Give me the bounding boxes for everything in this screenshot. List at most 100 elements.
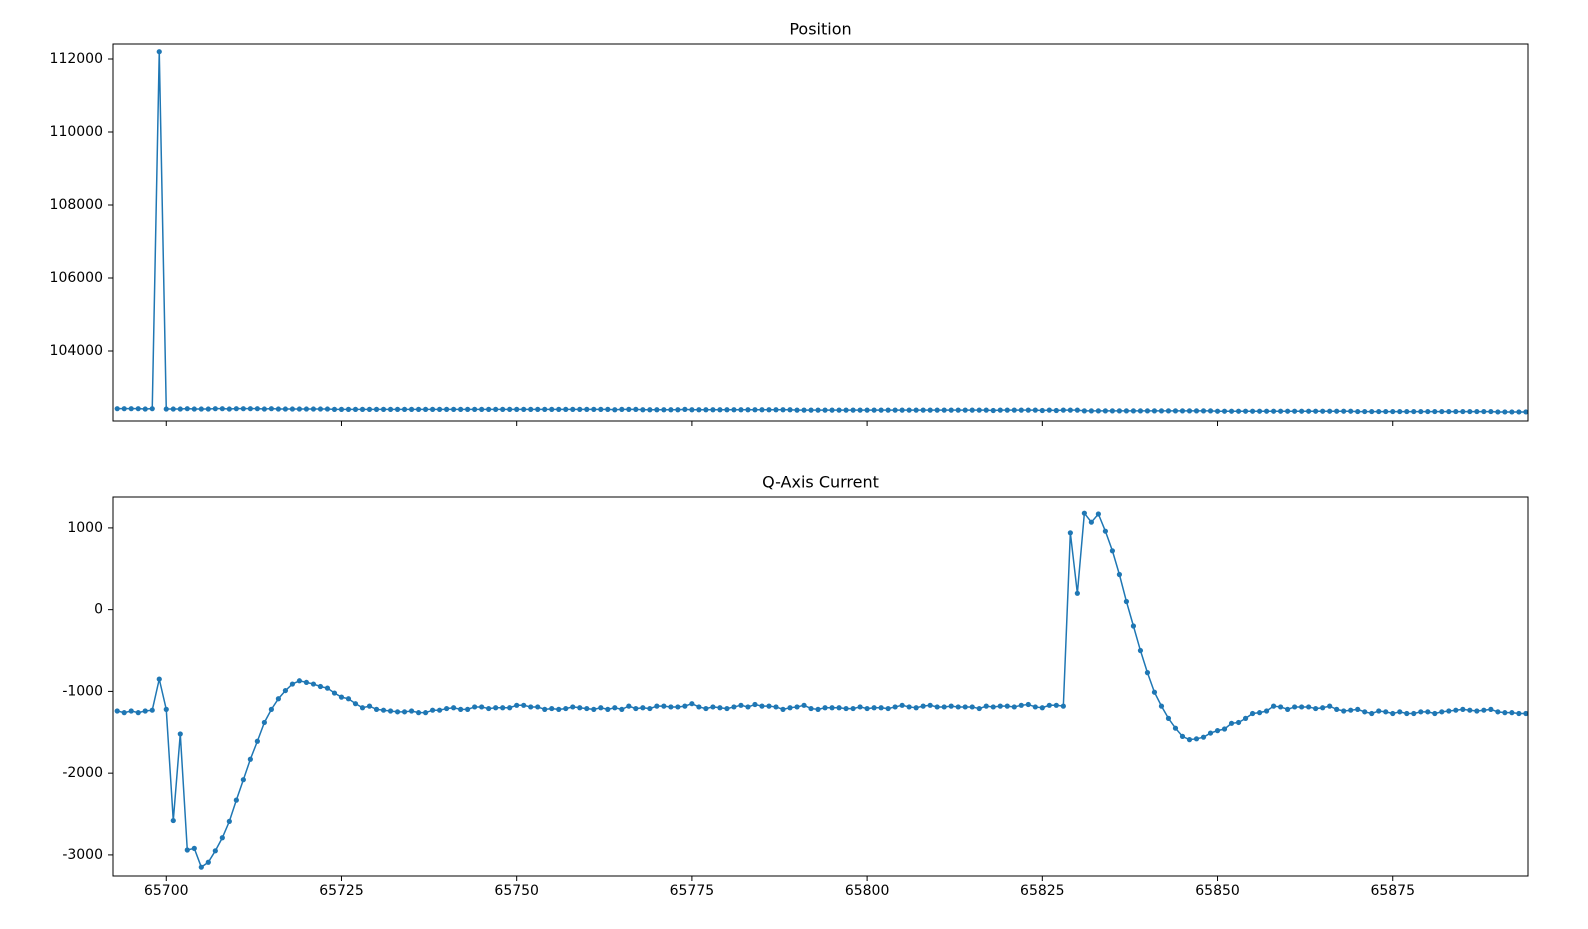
data-point — [703, 407, 709, 413]
data-point — [878, 705, 884, 711]
x-tick-label: 65725 — [319, 883, 364, 899]
data-point — [780, 407, 786, 413]
data-point — [892, 407, 898, 413]
data-point — [156, 676, 162, 682]
data-point — [500, 705, 506, 711]
data-point — [1446, 708, 1452, 714]
data-point — [331, 406, 338, 412]
y-tick-label: -3000 — [62, 847, 103, 863]
data-point — [682, 406, 688, 412]
data-point — [612, 407, 618, 413]
data-point — [584, 705, 590, 712]
data-point — [1453, 707, 1459, 713]
data-point — [871, 407, 877, 413]
data-point — [927, 407, 933, 413]
data-point — [366, 703, 373, 709]
data-point — [479, 406, 485, 412]
data-point — [766, 703, 772, 709]
data-point — [458, 406, 464, 412]
data-point — [1523, 409, 1528, 415]
data-point — [268, 706, 274, 712]
data-point — [436, 707, 443, 713]
data-point — [338, 406, 345, 412]
data-point — [1334, 408, 1340, 414]
data-point — [1432, 710, 1438, 717]
data-point — [598, 705, 604, 711]
data-point — [1235, 719, 1242, 726]
data-point — [121, 710, 127, 716]
data-point — [479, 704, 485, 710]
data-point — [1186, 408, 1193, 414]
data-point — [1502, 409, 1508, 415]
data-point — [1053, 702, 1059, 708]
data-point — [1011, 407, 1017, 413]
data-point — [955, 407, 961, 413]
data-point — [696, 704, 702, 710]
data-point — [1039, 705, 1045, 711]
data-point — [219, 406, 225, 412]
data-point — [1004, 407, 1010, 413]
data-point — [170, 406, 176, 412]
data-point — [1397, 709, 1403, 715]
data-point — [731, 704, 737, 710]
data-point — [934, 407, 940, 413]
data-point — [247, 406, 253, 412]
data-point — [1516, 710, 1522, 717]
data-point — [906, 704, 912, 710]
data-point — [605, 706, 611, 712]
data-point — [472, 406, 478, 412]
data-point — [1214, 728, 1221, 734]
data-point — [1214, 408, 1221, 414]
data-point — [675, 704, 681, 710]
data-point — [990, 704, 996, 710]
data-point — [871, 705, 877, 711]
data-point — [1144, 408, 1151, 414]
data-point — [1242, 715, 1249, 721]
data-point — [822, 407, 828, 413]
data-point — [521, 406, 527, 412]
data-point — [808, 705, 814, 712]
data-point — [1263, 408, 1270, 414]
data-point — [135, 710, 141, 716]
data-point — [815, 706, 821, 712]
data-point — [1151, 408, 1158, 414]
data-point — [1039, 407, 1045, 414]
data-point — [885, 705, 891, 712]
data-point — [976, 705, 982, 712]
x-tick-label: 65850 — [1195, 883, 1240, 899]
data-point — [794, 407, 800, 413]
data-point — [1285, 408, 1291, 414]
data-point — [1439, 709, 1445, 715]
y-tick-label: 112000 — [50, 51, 103, 67]
data-point — [1369, 408, 1375, 415]
data-point — [724, 705, 730, 712]
data-point — [878, 407, 884, 413]
data-point — [345, 406, 352, 412]
data-point — [1495, 409, 1501, 415]
data-point — [1207, 408, 1214, 414]
data-point — [1158, 408, 1165, 414]
data-point — [983, 703, 989, 709]
data-point — [275, 406, 281, 412]
data-point — [948, 703, 954, 709]
data-point — [1334, 706, 1340, 712]
data-point — [212, 406, 218, 412]
data-point — [682, 703, 688, 709]
y-tick-label: 110000 — [50, 124, 103, 140]
data-point — [563, 406, 569, 412]
data-point — [359, 705, 366, 711]
data-point — [976, 407, 982, 413]
data-point — [429, 707, 436, 713]
data-point — [542, 706, 548, 712]
data-point — [1165, 715, 1172, 721]
data-point — [1151, 689, 1158, 695]
data-point — [436, 406, 443, 412]
y-tick-label: 104000 — [50, 343, 103, 359]
y-tick-label: 1000 — [67, 520, 103, 536]
data-point — [787, 407, 793, 413]
data-point — [1193, 736, 1200, 742]
x-tick-label: 65750 — [494, 883, 539, 899]
data-point — [1348, 707, 1354, 713]
data-point — [850, 705, 856, 712]
